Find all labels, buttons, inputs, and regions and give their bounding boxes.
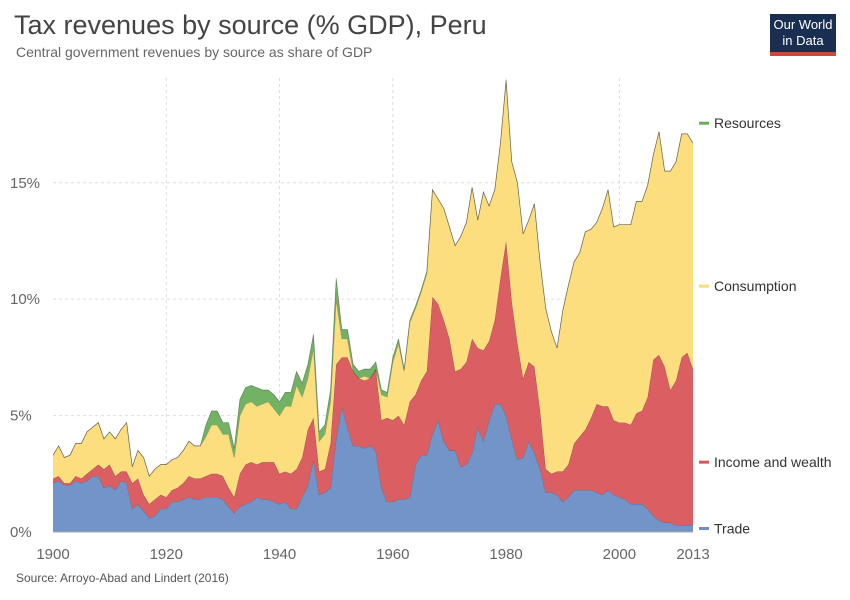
x-tick-label: 2000 bbox=[603, 546, 636, 563]
legend-label: Resources bbox=[714, 115, 781, 131]
legend-label: Income and wealth bbox=[714, 454, 832, 470]
owid-logo[interactable]: Our World in Data bbox=[770, 14, 836, 56]
x-axis: 1900 1920 1940 1960 1980 2000 2013 bbox=[36, 531, 710, 563]
legend-item-trade[interactable]: Trade bbox=[699, 521, 750, 537]
area-consumption[interactable] bbox=[53, 80, 693, 505]
y-axis: 0% 5% 10% 15% bbox=[10, 175, 40, 541]
stacked-areas bbox=[52, 80, 694, 532]
y-tick-label: 5% bbox=[10, 408, 32, 425]
area-outline bbox=[52, 80, 694, 477]
x-tick-label: 1980 bbox=[489, 546, 522, 563]
y-tick-label: 10% bbox=[10, 291, 40, 308]
x-tick-label: 1900 bbox=[36, 546, 69, 563]
x-tick-label: 2013 bbox=[676, 546, 709, 563]
area-trade[interactable] bbox=[53, 403, 693, 532]
x-tick-label: 1920 bbox=[150, 546, 183, 563]
source-note: Source: Arroyo-Abad and Lindert (2016) bbox=[16, 571, 229, 585]
logo-line-1: Our World bbox=[773, 17, 833, 32]
x-tick-label: 1940 bbox=[263, 546, 296, 563]
logo-line-2: in Data bbox=[782, 33, 824, 48]
y-tick-label: 0% bbox=[10, 524, 32, 541]
chart-title: Tax revenues by source (% GDP), Peru bbox=[14, 10, 487, 40]
y-tick-label: 15% bbox=[10, 175, 40, 192]
chart-subtitle: Central government revenues by source as… bbox=[16, 44, 373, 60]
legend-label: Consumption bbox=[714, 278, 797, 294]
x-tick-label: 1960 bbox=[376, 546, 409, 563]
legend-item-income-and-wealth[interactable]: Income and wealth bbox=[699, 454, 832, 470]
legend-label: Trade bbox=[714, 521, 750, 537]
legend-item-resources[interactable]: Resources bbox=[699, 115, 781, 131]
legend-item-consumption[interactable]: Consumption bbox=[699, 278, 797, 294]
area-income-and-wealth[interactable] bbox=[53, 240, 693, 526]
legend: Trade Income and wealth Consumption Resourc… bbox=[699, 115, 832, 537]
